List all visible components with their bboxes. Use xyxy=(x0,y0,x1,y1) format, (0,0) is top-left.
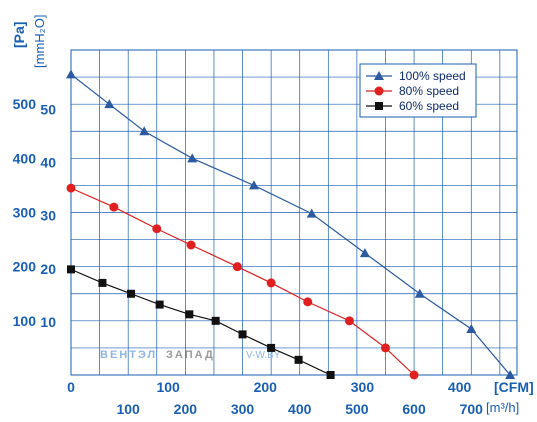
data-point-triangle xyxy=(359,248,370,258)
data-point-triangle xyxy=(66,69,76,79)
x-tick-label-m3h: 700 xyxy=(460,401,484,417)
watermark-part2: ЗАПАД xyxy=(166,349,215,361)
x-tick-label-cfm: 200 xyxy=(254,379,278,395)
data-point-circle xyxy=(152,224,162,234)
x-tick-label-m3h: 600 xyxy=(402,401,426,417)
x-tick-label-cfm: 400 xyxy=(448,379,472,395)
data-point-square xyxy=(326,371,335,379)
x-tick-label-cfm: 0 xyxy=(67,379,75,395)
x-tick-label-m3h: 200 xyxy=(174,401,198,417)
data-point-square xyxy=(267,343,276,352)
y-tick-label-pa: 500 xyxy=(13,96,37,112)
x-unit-cfm: [CFM] xyxy=(494,379,534,395)
data-point-square xyxy=(98,278,107,287)
legend-item-60: 60% speed xyxy=(366,99,459,113)
x-tick-label-m3h: 400 xyxy=(288,401,312,417)
legend-label-80: 80% speed xyxy=(399,84,459,98)
data-point-triangle xyxy=(466,323,477,333)
data-point-circle xyxy=(409,370,419,380)
watermark: ВЕНТЭЛ ЗАПАД V-W.BY xyxy=(100,349,281,361)
data-point-circle xyxy=(232,262,242,272)
legend-circle-marker xyxy=(374,86,384,96)
legend-item-80: 80% speed xyxy=(366,84,459,98)
watermark-part1: ВЕНТЭЛ xyxy=(100,349,157,361)
x-tick-label-cfm: 100 xyxy=(156,379,180,395)
series-100-speed xyxy=(66,69,516,379)
data-point-circle xyxy=(344,316,354,326)
series-layer xyxy=(66,69,516,380)
legend: 100% speed 80% speed 60% speed xyxy=(359,63,477,118)
data-point-triangle xyxy=(187,153,198,163)
data-point-circle xyxy=(266,278,276,288)
watermark-site: V-W.BY xyxy=(246,350,281,361)
data-point-square xyxy=(238,330,247,339)
y-tick-label-pa: 400 xyxy=(13,150,37,166)
data-point-triangle xyxy=(139,126,150,136)
y-tick-label-mmh2o: 30 xyxy=(40,208,56,224)
x-tick-label-m3h: 100 xyxy=(116,401,140,417)
series-80-speed xyxy=(66,183,419,380)
x-unit-m3h: [m³/h] xyxy=(486,400,519,415)
data-point-circle xyxy=(109,202,119,212)
series-line xyxy=(70,73,511,376)
y-tick-label-mmh2o: 20 xyxy=(40,261,56,277)
y-unit-mmh2o: [mmH₂O] xyxy=(32,15,47,68)
data-point-triangle xyxy=(505,370,516,379)
legend-label-100: 100% speed xyxy=(399,69,466,83)
y-tick-label-mmh2o: 40 xyxy=(40,155,56,171)
y-tick-label-pa: 200 xyxy=(13,259,37,275)
y-tick-label-pa: 100 xyxy=(13,313,37,329)
legend-label-60: 60% speed xyxy=(399,99,459,113)
series-line xyxy=(70,187,415,376)
data-point-triangle xyxy=(306,208,317,218)
series-line xyxy=(70,268,331,376)
data-point-circle xyxy=(186,240,196,250)
data-point-square xyxy=(67,265,75,274)
data-point-square xyxy=(211,316,220,325)
data-point-square xyxy=(127,289,136,298)
data-point-square xyxy=(155,300,164,309)
data-point-triangle xyxy=(414,288,425,298)
series-60-speed xyxy=(67,265,335,379)
y-tick-label-mmh2o: 10 xyxy=(40,314,56,330)
y-tick-label-mmh2o: 50 xyxy=(40,101,56,117)
data-point-circle xyxy=(380,343,390,353)
legend-triangle-marker xyxy=(374,71,384,80)
data-point-triangle xyxy=(248,180,259,190)
data-point-square xyxy=(185,310,194,319)
x-tick-label-m3h: 500 xyxy=(345,401,369,417)
data-point-circle xyxy=(66,183,76,193)
data-point-triangle xyxy=(104,99,115,109)
x-tick-label-m3h: 300 xyxy=(231,401,255,417)
plot-frame xyxy=(70,49,518,376)
data-point-square xyxy=(294,355,303,364)
data-point-circle xyxy=(303,297,313,307)
legend-item-100: 100% speed xyxy=(366,69,466,83)
x-tick-label-cfm: 300 xyxy=(351,379,375,395)
y-unit-pa: [Pa] xyxy=(11,22,27,48)
legend-square-marker xyxy=(375,102,383,110)
y-tick-label-pa: 300 xyxy=(13,205,37,221)
